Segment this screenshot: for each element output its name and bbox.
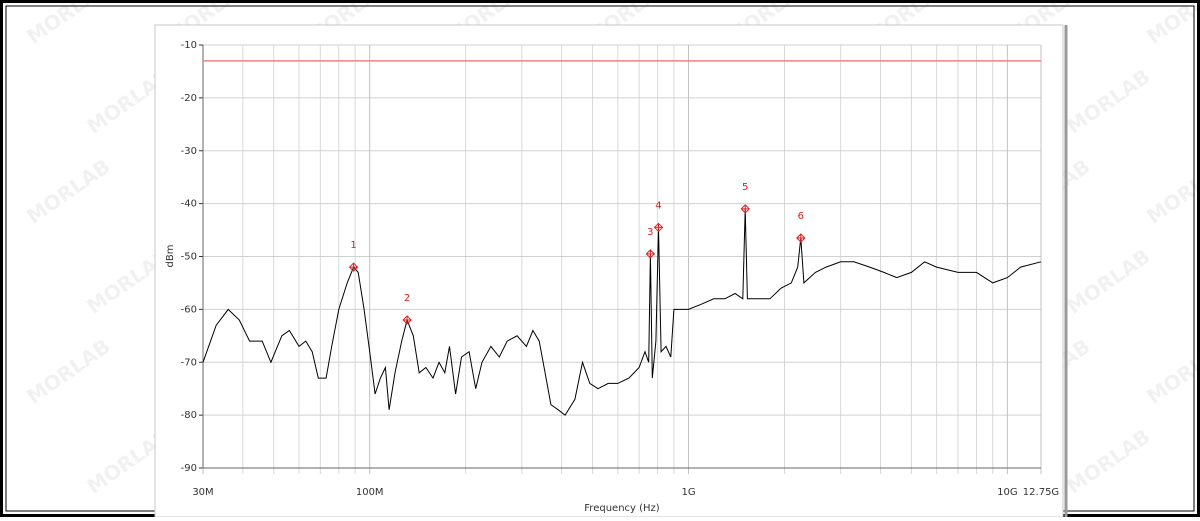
x-tick-label: 10G xyxy=(997,487,1017,498)
x-axis-label: Frequency (Hz) xyxy=(584,503,660,514)
marker-label: 6 xyxy=(798,211,804,222)
y-axis-label: dBm xyxy=(165,245,176,268)
x-tick-label: 30M xyxy=(192,487,213,498)
y-tick-label: -90 xyxy=(181,463,197,474)
y-tick-label: -70 xyxy=(181,357,197,368)
y-tick-label: -60 xyxy=(181,304,197,315)
marker-label: 2 xyxy=(404,293,410,304)
marker-label: 5 xyxy=(742,182,748,193)
y-tick-label: -30 xyxy=(181,146,197,157)
x-tick-label: 12.75G xyxy=(1023,487,1059,498)
peak-marker xyxy=(740,204,750,214)
y-tick-label: -40 xyxy=(181,199,197,210)
y-tick-label: -10 xyxy=(181,40,197,51)
peak-marker xyxy=(796,233,806,243)
x-tick-label: 1G xyxy=(681,487,695,498)
marker-label: 3 xyxy=(647,227,653,238)
peak-marker xyxy=(348,262,359,272)
peak-marker xyxy=(645,249,656,259)
marker-label: 4 xyxy=(655,200,661,211)
y-tick-label: -50 xyxy=(181,252,197,263)
peak-marker xyxy=(653,222,664,233)
x-tick-label: 100M xyxy=(356,487,384,498)
y-tick-label: -20 xyxy=(181,93,197,104)
y-tick-label: -80 xyxy=(181,410,197,421)
trace xyxy=(202,208,1042,416)
chart-panel xyxy=(154,24,1064,518)
marker-label: 1 xyxy=(350,240,356,251)
peak-marker xyxy=(402,315,412,325)
